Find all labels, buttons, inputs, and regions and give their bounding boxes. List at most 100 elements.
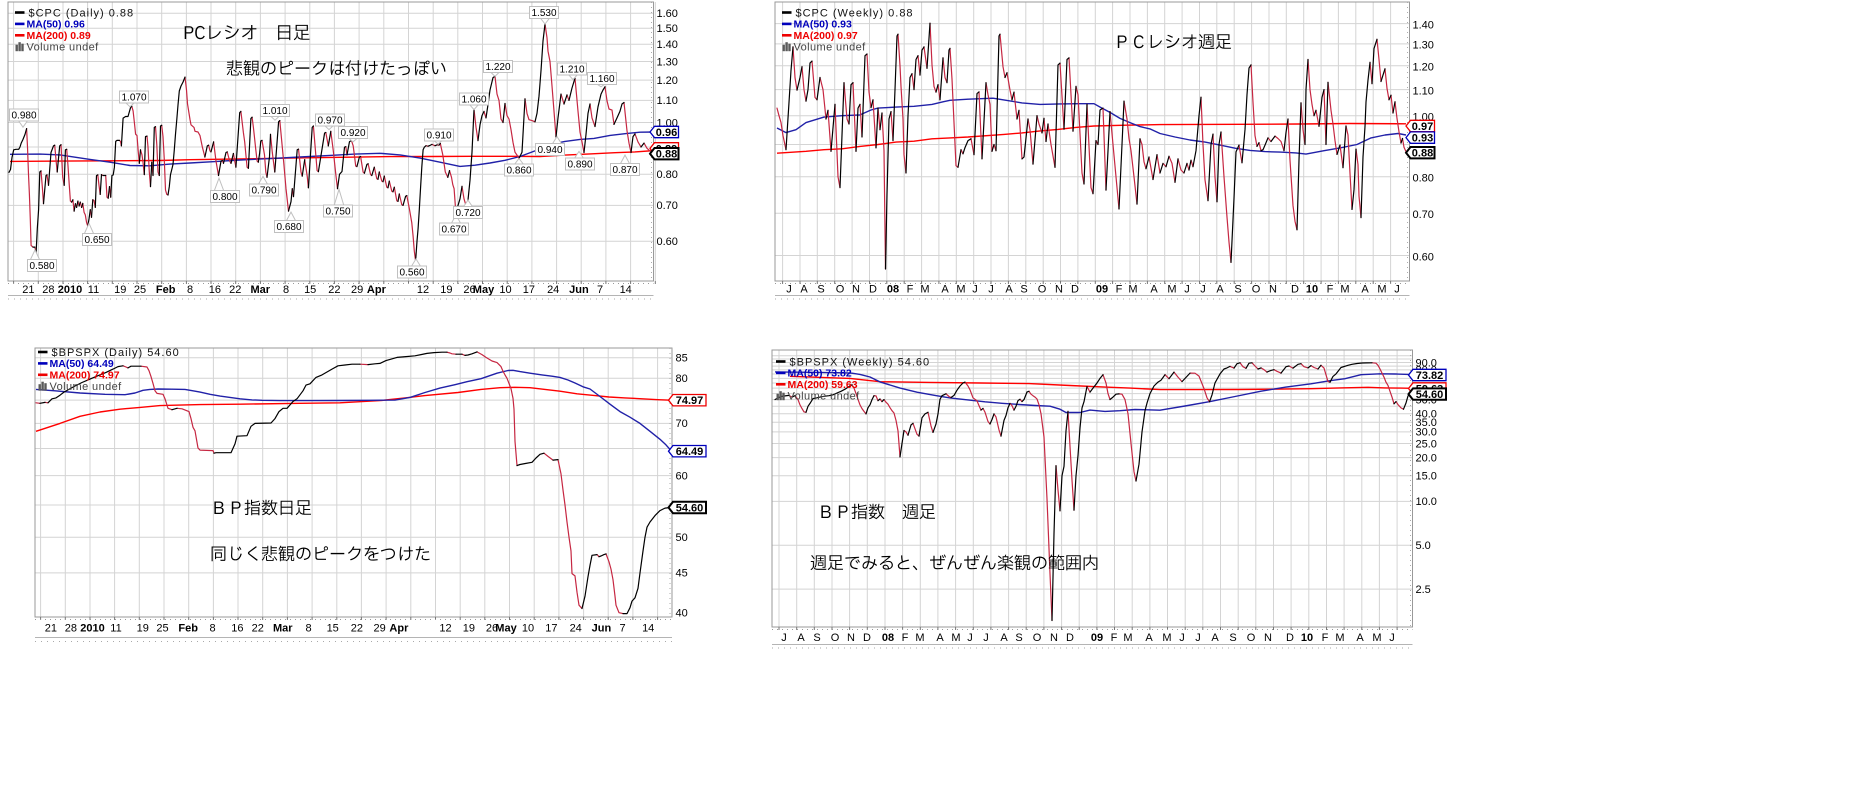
svg-text:MA(50) 73.82: MA(50) 73.82 — [788, 368, 852, 380]
svg-text:15: 15 — [304, 284, 316, 296]
svg-text:60: 60 — [676, 470, 688, 482]
svg-text:0.980: 0.980 — [11, 111, 36, 122]
svg-text:D: D — [869, 283, 877, 295]
svg-text:A: A — [941, 283, 949, 295]
svg-text:0.910: 0.910 — [426, 131, 451, 142]
svg-text:M: M — [915, 632, 924, 644]
svg-text:22: 22 — [328, 284, 340, 296]
svg-text:A: A — [1145, 632, 1153, 644]
svg-text:22: 22 — [229, 284, 241, 296]
svg-text:10: 10 — [522, 622, 534, 634]
svg-text:25: 25 — [156, 622, 168, 634]
svg-text:A: A — [1005, 283, 1013, 295]
svg-text:F: F — [1111, 632, 1118, 644]
svg-text:24: 24 — [570, 622, 582, 634]
svg-text:N: N — [852, 283, 860, 295]
svg-text:0.860: 0.860 — [506, 166, 531, 177]
svg-text:19: 19 — [137, 622, 149, 634]
svg-text:10: 10 — [499, 284, 511, 296]
svg-text:F: F — [902, 632, 909, 644]
svg-text:11: 11 — [88, 284, 99, 296]
svg-text:0.80: 0.80 — [657, 169, 678, 181]
svg-text:0.80: 0.80 — [1413, 173, 1434, 185]
svg-text:J: J — [1389, 632, 1395, 644]
svg-text:A: A — [1150, 283, 1158, 295]
svg-text:0.560: 0.560 — [399, 268, 424, 279]
svg-text:0.93: 0.93 — [1412, 133, 1433, 145]
svg-text:1.070: 1.070 — [121, 93, 146, 104]
svg-text:2010: 2010 — [58, 284, 82, 296]
svg-text:1.220: 1.220 — [485, 62, 510, 73]
svg-text:90.0: 90.0 — [1416, 357, 1437, 369]
svg-text:0.70: 0.70 — [657, 200, 678, 212]
svg-text:0.970: 0.970 — [317, 116, 342, 127]
svg-text:Apr: Apr — [367, 284, 387, 296]
svg-text:Volume undef: Volume undef — [50, 381, 123, 393]
svg-text:O: O — [831, 632, 840, 644]
svg-text:F: F — [1322, 632, 1329, 644]
svg-text:J: J — [781, 632, 787, 644]
svg-text:J: J — [1184, 283, 1190, 295]
svg-text:0.890: 0.890 — [567, 160, 592, 171]
svg-text:MA(50) 0.93: MA(50) 0.93 — [794, 19, 853, 31]
svg-text:85: 85 — [676, 353, 688, 365]
svg-text:26: 26 — [486, 622, 498, 634]
svg-text:D: D — [863, 632, 871, 644]
svg-text:A: A — [1361, 283, 1369, 295]
svg-text:J: J — [1394, 283, 1400, 295]
svg-text:A: A — [1216, 283, 1224, 295]
svg-text:19: 19 — [440, 284, 452, 296]
svg-text:70: 70 — [676, 418, 688, 430]
svg-text:19: 19 — [114, 284, 126, 296]
svg-text:MA(200) 59.63: MA(200) 59.63 — [788, 379, 858, 391]
svg-text:M: M — [1372, 632, 1381, 644]
svg-text:8: 8 — [283, 284, 289, 296]
svg-text:5.0: 5.0 — [1416, 540, 1431, 552]
svg-text:M: M — [1335, 632, 1344, 644]
svg-text:12: 12 — [439, 622, 451, 634]
svg-text:0.60: 0.60 — [1413, 251, 1434, 263]
svg-text:S: S — [813, 632, 820, 644]
svg-text:10: 10 — [1306, 283, 1318, 295]
svg-text:M: M — [1377, 283, 1386, 295]
svg-text:14: 14 — [620, 284, 632, 296]
svg-text:1.40: 1.40 — [1413, 19, 1434, 31]
svg-text:Jun: Jun — [592, 622, 612, 634]
svg-text:7: 7 — [619, 622, 625, 634]
svg-text:F: F — [907, 283, 914, 295]
svg-text:D: D — [1066, 632, 1074, 644]
svg-text:O: O — [1033, 632, 1042, 644]
svg-text:40: 40 — [676, 608, 688, 620]
svg-text:14: 14 — [642, 622, 654, 634]
svg-text:J: J — [983, 632, 989, 644]
svg-text:N: N — [1050, 632, 1058, 644]
svg-text:0.650: 0.650 — [84, 235, 109, 246]
svg-text:M: M — [1340, 283, 1349, 295]
svg-text:$BPSPX (Weekly) 54.60: $BPSPX (Weekly) 54.60 — [790, 356, 931, 368]
svg-text:J: J — [988, 283, 994, 295]
svg-text:2010: 2010 — [80, 622, 104, 634]
svg-text:N: N — [1269, 283, 1277, 295]
svg-text:29: 29 — [351, 284, 363, 296]
svg-text:1.20: 1.20 — [1413, 62, 1434, 74]
svg-text:22: 22 — [351, 622, 363, 634]
svg-text:15.0: 15.0 — [1416, 471, 1437, 483]
svg-text:1.50: 1.50 — [657, 23, 678, 35]
svg-text:80: 80 — [676, 373, 688, 385]
svg-text:M: M — [1162, 632, 1171, 644]
svg-text:0.670: 0.670 — [441, 225, 466, 236]
svg-text:O: O — [1247, 632, 1256, 644]
svg-text:A: A — [1000, 632, 1008, 644]
svg-text:0.88: 0.88 — [1412, 148, 1433, 160]
svg-text:0.790: 0.790 — [251, 186, 276, 197]
svg-text:28: 28 — [65, 622, 77, 634]
svg-text:Mar: Mar — [251, 284, 271, 296]
svg-text:8: 8 — [187, 284, 193, 296]
svg-text:1.210: 1.210 — [559, 65, 584, 76]
svg-text:MA(50) 64.49: MA(50) 64.49 — [50, 358, 114, 370]
svg-text:08: 08 — [887, 283, 899, 295]
svg-text:45: 45 — [676, 568, 688, 580]
svg-text:11: 11 — [110, 622, 121, 634]
svg-text:29: 29 — [373, 622, 385, 634]
svg-text:17: 17 — [523, 284, 535, 296]
